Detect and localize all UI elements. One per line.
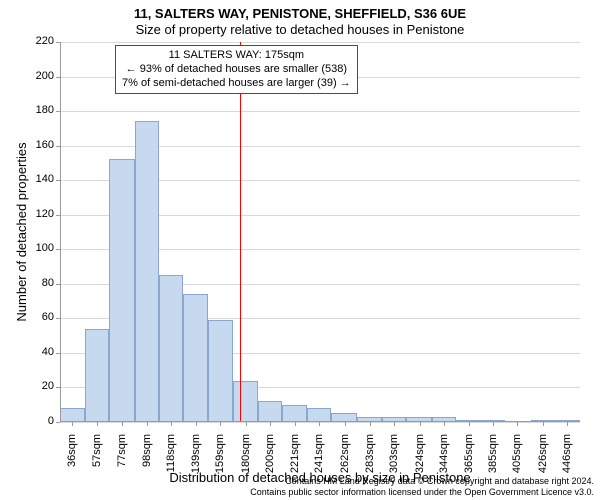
y-tick bbox=[56, 77, 60, 78]
x-tick bbox=[469, 422, 470, 426]
x-tick bbox=[444, 422, 445, 426]
x-tick bbox=[220, 422, 221, 426]
y-tick bbox=[56, 111, 60, 112]
x-tick-label: 159sqm bbox=[214, 434, 226, 494]
x-tick bbox=[270, 422, 271, 426]
y-tick-label: 120 bbox=[14, 208, 54, 220]
histogram-bar bbox=[60, 408, 85, 422]
y-tick-label: 220 bbox=[14, 35, 54, 47]
y-tick-label: 40 bbox=[14, 346, 54, 358]
x-tick-label: 118sqm bbox=[165, 434, 177, 494]
y-tick-label: 160 bbox=[14, 139, 54, 151]
y-tick bbox=[56, 146, 60, 147]
info-line-1: 11 SALTERS WAY: 175sqm bbox=[122, 49, 351, 63]
histogram-bar bbox=[307, 408, 331, 422]
y-tick-label: 140 bbox=[14, 173, 54, 185]
x-tick bbox=[370, 422, 371, 426]
chart-footer: Contains HM Land Registry data © Crown c… bbox=[250, 476, 594, 498]
x-tick bbox=[319, 422, 320, 426]
plot-area: 11 SALTERS WAY: 175sqm ← 93% of detached… bbox=[60, 42, 580, 422]
y-tick bbox=[56, 318, 60, 319]
grid-line bbox=[60, 42, 580, 43]
y-tick bbox=[56, 353, 60, 354]
reference-line bbox=[240, 42, 241, 422]
y-tick bbox=[56, 387, 60, 388]
x-tick bbox=[171, 422, 172, 426]
histogram-bar bbox=[109, 159, 134, 422]
footer-line-2: Contains public sector information licen… bbox=[250, 487, 594, 498]
x-tick bbox=[543, 422, 544, 426]
x-tick bbox=[567, 422, 568, 426]
histogram-bar bbox=[135, 121, 159, 422]
x-tick bbox=[72, 422, 73, 426]
x-tick bbox=[122, 422, 123, 426]
x-tick-label: 36sqm bbox=[66, 434, 78, 494]
chart-container: 11, SALTERS WAY, PENISTONE, SHEFFIELD, S… bbox=[0, 0, 600, 500]
x-tick bbox=[420, 422, 421, 426]
y-tick-label: 80 bbox=[14, 277, 54, 289]
y-tick-label: 20 bbox=[14, 380, 54, 392]
footer-line-1: Contains HM Land Registry data © Crown c… bbox=[250, 476, 594, 487]
x-tick bbox=[493, 422, 494, 426]
x-tick-label: 77sqm bbox=[116, 434, 128, 494]
histogram-bar bbox=[85, 329, 109, 422]
x-tick bbox=[246, 422, 247, 426]
y-tick-label: 180 bbox=[14, 104, 54, 116]
x-tick bbox=[196, 422, 197, 426]
y-tick-label: 200 bbox=[14, 70, 54, 82]
histogram-bar bbox=[282, 405, 307, 422]
chart-title-sub: Size of property relative to detached ho… bbox=[0, 22, 600, 37]
histogram-bar bbox=[159, 275, 183, 422]
x-tick-label: 57sqm bbox=[91, 434, 103, 494]
histogram-bar bbox=[183, 294, 208, 422]
y-tick-label: 100 bbox=[14, 242, 54, 254]
chart-title-main: 11, SALTERS WAY, PENISTONE, SHEFFIELD, S… bbox=[0, 6, 600, 21]
y-tick bbox=[56, 284, 60, 285]
x-tick bbox=[97, 422, 98, 426]
y-tick-label: 60 bbox=[14, 311, 54, 323]
y-tick bbox=[56, 249, 60, 250]
y-tick bbox=[56, 215, 60, 216]
y-tick bbox=[56, 422, 60, 423]
y-axis bbox=[60, 42, 61, 422]
x-tick bbox=[295, 422, 296, 426]
x-tick bbox=[147, 422, 148, 426]
y-axis-label: Number of detached properties bbox=[14, 42, 29, 422]
x-tick bbox=[394, 422, 395, 426]
x-tick bbox=[517, 422, 518, 426]
info-line-3: 7% of semi-detached houses are larger (3… bbox=[122, 77, 351, 91]
histogram-bar bbox=[258, 401, 282, 422]
reference-info-box: 11 SALTERS WAY: 175sqm ← 93% of detached… bbox=[115, 45, 358, 94]
histogram-bar bbox=[208, 320, 232, 422]
y-tick bbox=[56, 180, 60, 181]
histogram-bar bbox=[233, 381, 258, 422]
y-tick bbox=[56, 42, 60, 43]
y-tick-label: 0 bbox=[14, 415, 54, 427]
x-tick bbox=[345, 422, 346, 426]
x-tick-label: 139sqm bbox=[190, 434, 202, 494]
grid-line bbox=[60, 111, 580, 112]
info-line-2: ← 93% of detached houses are smaller (53… bbox=[122, 63, 351, 77]
x-tick-label: 98sqm bbox=[141, 434, 153, 494]
